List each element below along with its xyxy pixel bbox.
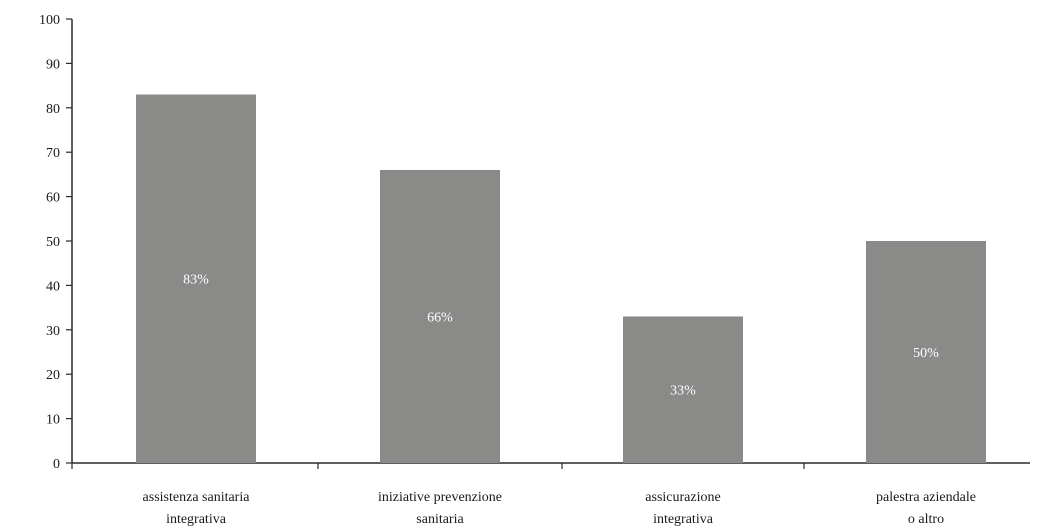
- bar: [380, 169, 500, 463]
- category-label: sanitaria: [416, 512, 464, 527]
- y-tick-label: 90: [46, 57, 60, 72]
- category-label: assicurazione: [645, 490, 720, 505]
- y-tick-label: 30: [46, 324, 60, 339]
- bar-data-label: 66%: [427, 310, 453, 325]
- bar-data-label: 83%: [183, 273, 209, 288]
- category-label: iniziative prevenzione: [378, 490, 502, 505]
- bar: [136, 94, 256, 463]
- bar-data-label: 50%: [913, 346, 939, 361]
- category-label: o altro: [908, 512, 944, 527]
- y-tick-label: 80: [46, 102, 60, 117]
- category-label: integrativa: [166, 512, 227, 527]
- bars: 83% 66% 33% 50%: [136, 94, 986, 463]
- y-tick-label: 40: [46, 279, 60, 294]
- y-tick-label: 10: [46, 413, 60, 428]
- x-axis: assistenza sanitaria integrativa iniziativ…: [71, 462, 1030, 527]
- y-tick-label: 100: [39, 13, 60, 28]
- category-label: assistenza sanitaria: [143, 490, 251, 505]
- y-tick-label: 20: [46, 368, 60, 383]
- y-tick-label: 50: [46, 235, 60, 250]
- y-axis: 0 10 20 30 40 50 60 70 80 90 100: [39, 13, 73, 472]
- category-label: palestra aziendale: [876, 490, 976, 505]
- bar-data-label: 33%: [670, 384, 696, 399]
- bar: [623, 316, 743, 463]
- y-tick-label: 0: [53, 457, 60, 472]
- bar: [866, 241, 986, 463]
- y-tick-label: 60: [46, 191, 60, 206]
- y-tick-label: 70: [46, 146, 60, 161]
- category-label: integrativa: [653, 512, 714, 527]
